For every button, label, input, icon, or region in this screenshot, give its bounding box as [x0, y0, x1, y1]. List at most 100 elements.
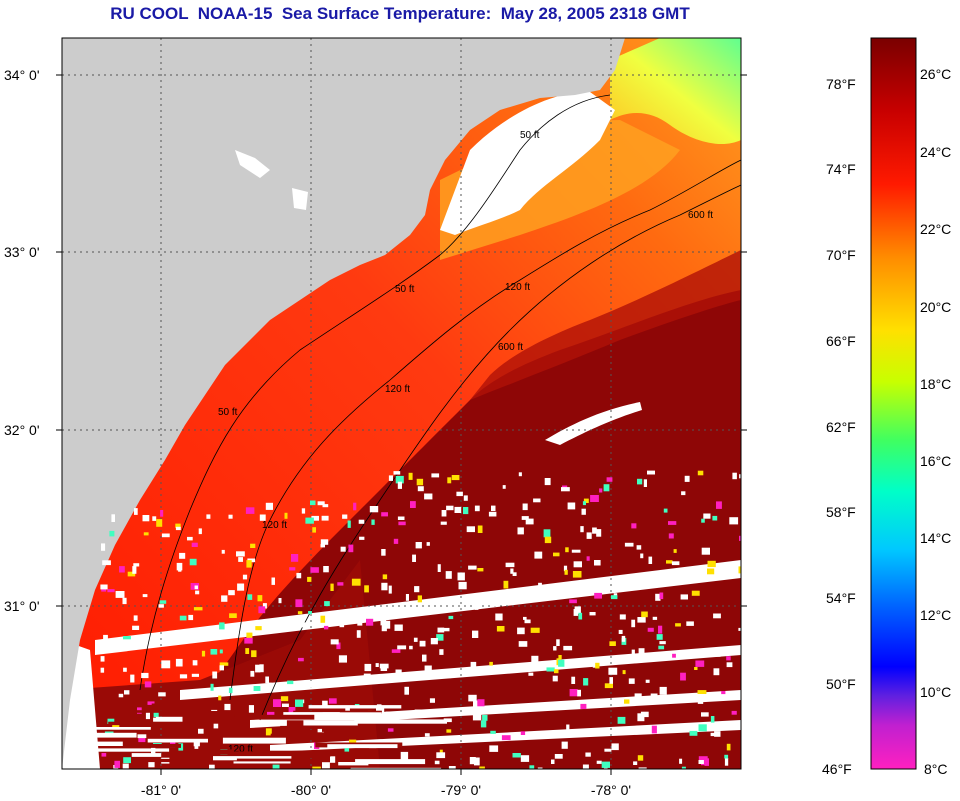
cloud-pixel [347, 520, 351, 528]
cloud-pixel [618, 629, 623, 634]
cloud-pixel [191, 542, 198, 547]
cloud-pixel [521, 516, 529, 520]
cloud-pixel [724, 758, 729, 766]
cloud-pixel [400, 751, 409, 760]
cloud-pixel [348, 544, 354, 553]
cloud-pixel [322, 762, 330, 769]
cloud-pixel [248, 705, 254, 713]
cloud-pixel [278, 598, 282, 604]
colorbar-c-label: 22°C [920, 221, 952, 237]
cloud-pixel [142, 594, 148, 598]
cloud-pixel [523, 616, 527, 620]
cloud-pixel [272, 764, 280, 769]
cloud-pixel [458, 581, 467, 590]
cloud-pixel [158, 692, 166, 697]
cloud-pixel [323, 566, 329, 573]
cloud-pixel [491, 505, 496, 511]
cloud-pixel [732, 472, 737, 480]
cloud-pixel [684, 475, 690, 482]
cloud-pixel [582, 764, 589, 769]
cloud-pixel [221, 549, 225, 554]
cloud-pixel [563, 645, 573, 651]
cloud-pixel [218, 695, 222, 701]
cloud-pixel [558, 659, 565, 667]
cloud-pixel [729, 517, 739, 525]
cloud-pixel [210, 683, 214, 691]
cloud-pixel [517, 527, 524, 535]
cloud-pixel [250, 670, 255, 677]
cloud-pixel [426, 542, 430, 546]
cloud-streak [191, 711, 235, 717]
cloud-pixel [554, 754, 563, 759]
cloud-pixel [153, 710, 159, 717]
cloud-pixel [348, 619, 355, 623]
colorbar-f-label: 54°F [826, 590, 856, 606]
cloud-pixel [594, 560, 601, 566]
cloud-pixel [175, 658, 183, 667]
cloud-pixel [680, 594, 688, 600]
contour-600ft [259, 184, 741, 721]
contour-label: 50 ft [395, 284, 415, 295]
cloud-pixel [648, 556, 653, 564]
cloud-pixel [524, 619, 531, 624]
cloud-pixel [408, 472, 413, 480]
graticule [62, 38, 741, 769]
cloud-pixel [544, 478, 551, 486]
cloud-pixel [490, 730, 496, 734]
cloud-pixel [561, 741, 568, 749]
cloud-pixel [681, 766, 686, 769]
cloud-streak [151, 703, 180, 709]
cloud-streak [71, 727, 151, 730]
cloud-pixel [109, 530, 115, 537]
cloud-pixel [647, 470, 655, 475]
cloud-pixel [320, 539, 329, 545]
cloud-pixel [132, 566, 137, 574]
cloud-pixel [468, 565, 477, 570]
cloud-pixel [280, 696, 289, 702]
cloud-streak [118, 710, 210, 713]
colorbar-c-label: 26°C [920, 66, 952, 82]
colorbar-f-label: 50°F [826, 676, 856, 692]
cloud-pixel [179, 674, 188, 679]
cloud-streak [236, 758, 300, 764]
cloud-pixel [701, 518, 705, 523]
cloud-pixel [738, 566, 741, 574]
cloud-streak [338, 762, 369, 766]
cloud-pixel [356, 630, 361, 638]
cloud-pixel [544, 536, 552, 544]
cloud-pixel [152, 516, 157, 521]
cloud-pixel [158, 604, 164, 608]
contour-label: 600 ft [688, 210, 713, 221]
cloud-streak [222, 737, 286, 744]
cloud-pixel [543, 529, 551, 538]
cloud-pixel [586, 532, 592, 539]
cloud-pixel [495, 613, 503, 621]
cloud-pixel [123, 636, 131, 640]
cloud-pixel [265, 676, 269, 684]
cloud-pixel [395, 669, 402, 678]
cloud-pixel [424, 665, 432, 673]
cloud-pixel [306, 681, 315, 688]
cloud-streak [327, 744, 398, 749]
cloud-pixel [443, 673, 452, 679]
contour-label: 120 ft [228, 744, 253, 755]
cloud-pixel [571, 549, 581, 553]
cloud-pixel [371, 519, 375, 525]
cloud-pixel [142, 515, 150, 522]
cloud-pixel [637, 478, 643, 485]
cloud-pixel [363, 673, 371, 682]
cloud-pixel [531, 655, 539, 664]
cloud-pixel [247, 594, 253, 600]
cloud-pixel [263, 684, 270, 690]
lat-label: 32° 0' [4, 422, 40, 438]
cloud-pixel [585, 752, 591, 757]
lon-label: -80° 0' [291, 782, 331, 798]
cloud-pixel [301, 508, 306, 514]
cloud-pixel [245, 648, 250, 654]
cloud-pixel [573, 609, 579, 616]
cloud-pixel [419, 640, 426, 647]
cloud-pixel [608, 667, 618, 675]
cloud-streak [191, 749, 234, 755]
cloud-pixel [422, 654, 427, 662]
cloud-pixel [107, 589, 115, 593]
